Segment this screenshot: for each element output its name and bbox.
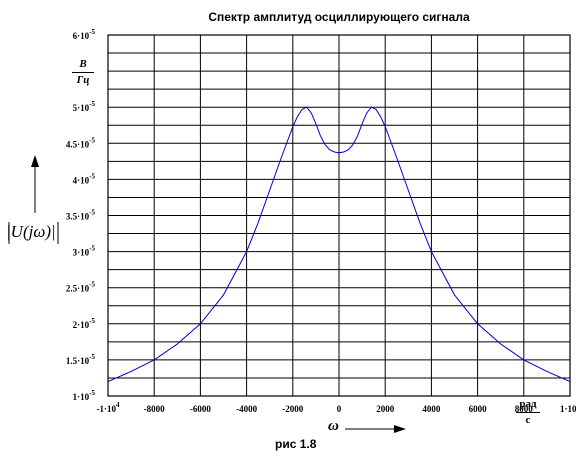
x-tick-label: -6000 [190, 404, 211, 414]
y-tick-exponent: -5 [89, 209, 95, 217]
y-tick-label: 1.5·10-5 [66, 353, 96, 366]
x-axis-label: ω [328, 418, 339, 434]
y-tick-exponent: -5 [89, 317, 95, 325]
y-tick-label: 4·10-5 [73, 172, 96, 185]
x-tick-exponent: 4 [116, 401, 120, 409]
y-axis-unit: B Гц [72, 58, 94, 87]
plot-frame [107, 34, 571, 397]
x-tick-label: 6000 [469, 404, 488, 414]
x-unit-denominator: с [525, 414, 531, 426]
x-unit-numerator: рад [519, 398, 537, 410]
y-unit-denominator: Гц [76, 74, 90, 86]
chart-title: Спектр амплитуд осциллирующего сигнала [208, 10, 470, 24]
x-tick-label: -1·104 [97, 401, 121, 414]
y-tick-label: 4.5·10-5 [66, 136, 96, 149]
y-tick-exponent: -5 [89, 172, 95, 180]
x-tick-label: 4000 [422, 404, 441, 414]
x-tick-label: 8000 [515, 404, 534, 414]
y-tick-exponent: -5 [89, 389, 95, 397]
y-tick-exponent: -5 [89, 353, 95, 361]
y-unit-numerator: B [79, 58, 87, 70]
y-tick-label: 3·10-5 [73, 245, 96, 258]
x-tick-label: 1·104 [560, 401, 576, 414]
y-tick-label: 2·10-5 [73, 317, 96, 330]
y-tick-exponent: -5 [89, 136, 95, 144]
x-unit-fraction-bar [516, 412, 540, 413]
x-axis-unit: рад с [516, 398, 540, 427]
y-arrow-head [31, 155, 39, 167]
y-tick-exponent: -5 [89, 100, 95, 108]
series-line [107, 106, 571, 383]
x-tick-label: 2000 [376, 404, 395, 414]
y-tick-exponent: -5 [89, 28, 95, 36]
y-unit-fraction-bar [72, 72, 94, 73]
y-tick-label: 2.5·10-5 [66, 281, 96, 294]
x-arrow-head [394, 425, 406, 433]
y-tick-exponent: -5 [89, 245, 95, 253]
y-tick-label: 5·10-5 [73, 100, 96, 113]
x-tick-label: -4000 [236, 404, 257, 414]
y-tick-exponent: -5 [89, 281, 95, 289]
y-tick-label: 1·10-5 [73, 389, 96, 402]
y-tick-label: 3.5·10-5 [66, 209, 96, 222]
x-tick-label: -2000 [282, 404, 303, 414]
y-axis-label: |U(jω)| [6, 222, 56, 241]
x-tick-label: -8000 [144, 404, 165, 414]
figure-caption: рис 1.8 [275, 437, 317, 451]
x-tick-label: 0 [337, 404, 342, 414]
y-tick-label: 6·10-5 [73, 28, 96, 41]
